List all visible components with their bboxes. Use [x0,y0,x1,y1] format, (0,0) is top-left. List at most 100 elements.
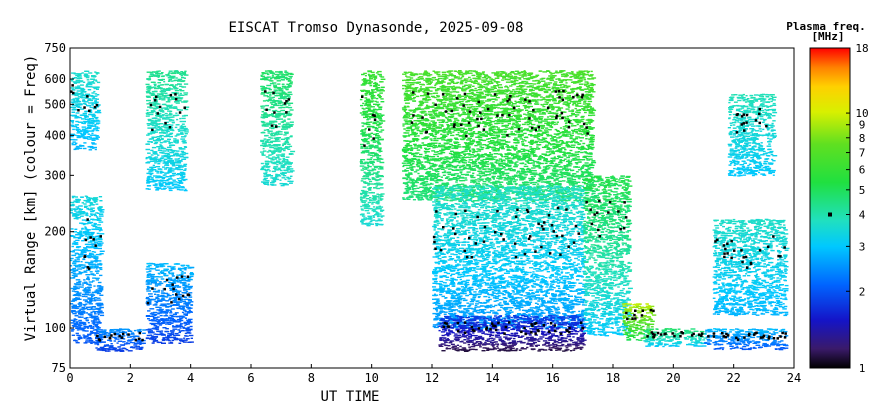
echo-point [276,104,280,107]
echo-point [412,188,417,190]
echo-point [416,81,421,83]
echo-point [92,310,95,312]
echo-point [75,213,80,215]
echo-point [75,239,80,242]
echo-point [75,112,80,114]
echo-point [96,111,102,114]
echo-point [168,277,173,279]
echo-point [76,311,81,313]
echo-point [273,147,278,149]
echo-region [359,70,386,227]
echo-point [377,108,383,111]
echo-point [161,290,164,292]
echo-point [178,154,181,156]
echo-point [111,347,116,349]
echo-point [70,287,76,290]
echo-point [85,94,91,96]
echo-marker [84,238,88,242]
echo-point [81,306,85,309]
echo-point [284,128,288,130]
echo-point [376,156,380,159]
echo-point [173,186,178,188]
echo-point [272,101,276,103]
echo-point [82,336,88,338]
echo-point [75,201,79,203]
echo-point [93,300,97,302]
echo-point [170,268,175,270]
echo-point [82,334,85,336]
echo-point [180,272,184,274]
echo-point [75,340,79,342]
echo-point [284,70,287,72]
echo-point [152,184,156,186]
echo-point [155,176,160,179]
echo-point [109,340,113,342]
echo-point [161,75,165,78]
echo-point [83,205,88,207]
echo-point [91,103,94,105]
echo-marker [134,338,138,342]
echo-point [376,206,381,208]
echo-point [164,319,170,321]
echo-point [466,139,471,141]
echo-point [156,172,159,174]
echo-point [375,155,380,157]
echo-point [75,332,79,335]
echo-point [264,162,270,165]
echo-point [265,104,269,107]
echo-point [153,131,158,133]
echo-marker [272,91,275,95]
echo-point [156,123,161,125]
echo-point [90,78,95,80]
echo-point [72,298,78,301]
echo-point [183,146,187,148]
echo-point [366,212,371,214]
echo-point [182,72,186,75]
echo-point [78,256,80,258]
echo-point [483,108,486,110]
echo-point [97,263,102,266]
echo-point [406,198,411,200]
echo-point [75,252,79,254]
echo-point [185,311,190,313]
echo-point [166,293,170,295]
echo-point [89,109,92,111]
echo-point [172,86,177,89]
echo-marker [146,301,150,305]
echo-point [559,140,564,142]
echo-point [156,309,160,311]
echo-point [369,84,373,87]
echo-point [136,339,140,342]
echo-point [84,247,87,249]
echo-point [71,251,75,253]
echo-point [368,107,372,109]
echo-point [91,256,96,258]
echo-point [84,97,89,99]
echo-point [368,189,372,191]
echo-point [370,139,376,142]
echo-point [558,169,564,171]
echo-point [157,284,162,286]
echo-point [278,163,282,165]
echo-point [79,265,82,267]
echo-point [89,106,93,109]
echo-point [80,286,84,288]
echo-point [169,175,174,177]
echo-point [284,93,290,96]
echo-point [77,106,82,108]
echo-point [406,160,410,163]
echo-point [174,290,179,292]
echo-point [170,322,174,324]
echo-point [99,336,104,339]
echo-point [157,126,162,128]
echo-point [85,118,90,120]
echo-marker [86,218,89,221]
echo-point [175,87,179,90]
echo-point [81,234,85,237]
echo-point [367,154,371,156]
echo-point [71,93,77,96]
echo-point [283,116,286,118]
echo-marker [121,332,125,336]
echo-point [157,149,163,152]
echo-point [273,124,277,126]
